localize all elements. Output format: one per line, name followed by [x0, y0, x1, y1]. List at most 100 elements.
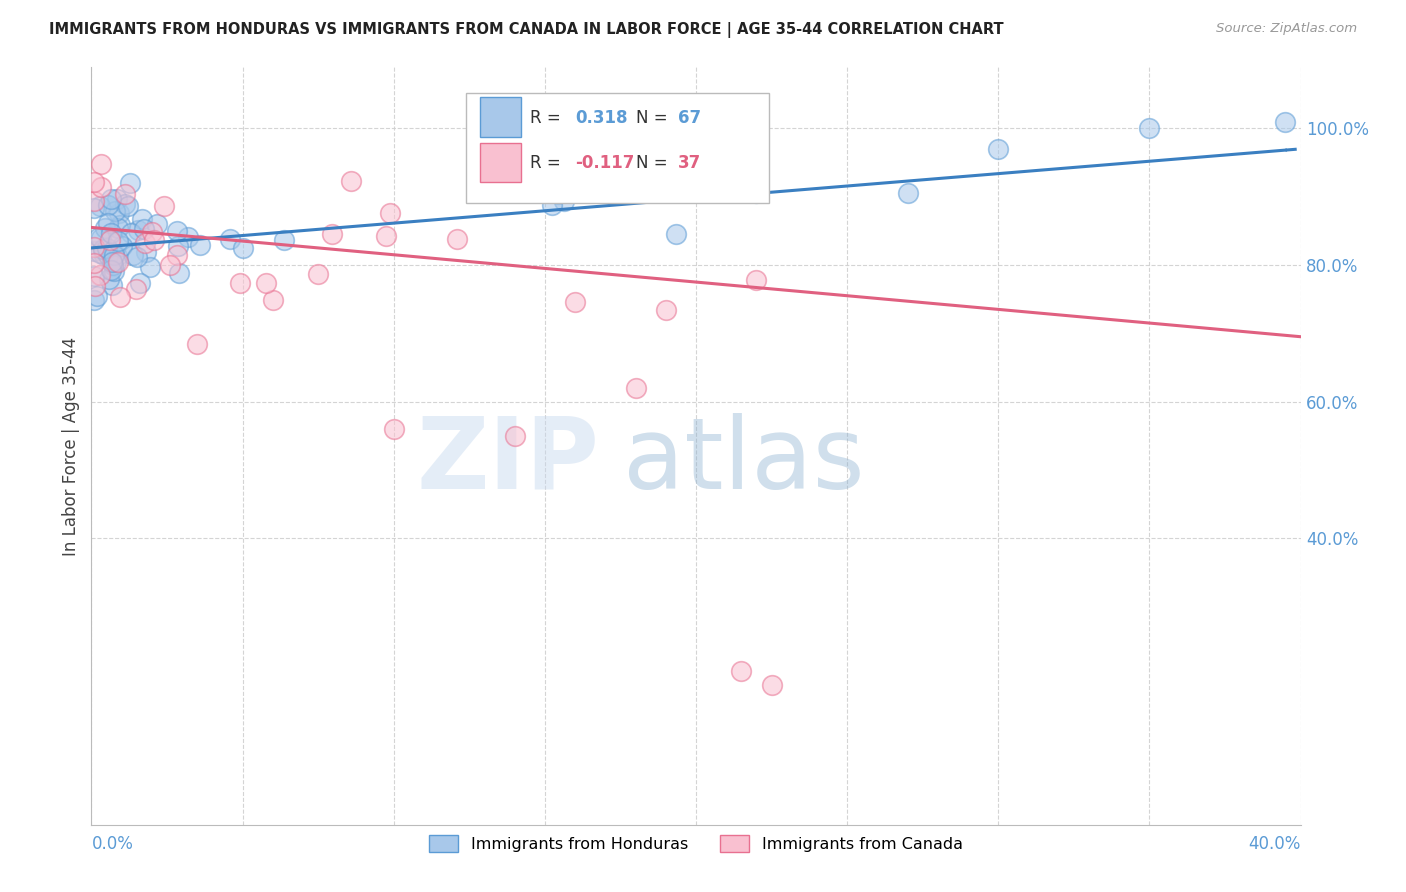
Point [101, 278, 124, 293]
Point [547, 187, 569, 202]
Point [153, 198, 176, 212]
Point [1139, 121, 1161, 136]
Point [90, 231, 112, 245]
Point [897, 186, 920, 200]
Point [98, 233, 121, 247]
Text: 37: 37 [678, 154, 702, 172]
Point [100, 226, 122, 240]
Point [166, 224, 188, 238]
Point [103, 258, 125, 272]
Y-axis label: In Labor Force | Age 35-44: In Labor Force | Age 35-44 [62, 336, 80, 556]
Point [654, 303, 676, 318]
Point [117, 199, 139, 213]
Point [90, 157, 112, 171]
Point [321, 227, 343, 241]
Point [97, 272, 120, 286]
Point [127, 223, 149, 237]
Point [142, 233, 165, 247]
Point [100, 193, 122, 207]
Point [110, 219, 132, 233]
Point [83, 293, 105, 307]
Point [374, 229, 396, 244]
Text: R =: R = [530, 109, 561, 127]
Point [129, 277, 152, 291]
Point [97, 216, 120, 230]
Point [91, 242, 114, 256]
Point [541, 198, 564, 212]
FancyBboxPatch shape [479, 143, 520, 182]
Point [232, 241, 254, 255]
Point [97, 198, 120, 212]
Point [186, 336, 208, 351]
Text: ZIP: ZIP [416, 413, 599, 509]
Point [107, 220, 129, 235]
Point [167, 266, 190, 280]
Point [89, 268, 111, 282]
Point [105, 249, 128, 263]
Point [94, 221, 117, 235]
Text: 0.0%: 0.0% [91, 835, 134, 854]
Point [159, 259, 181, 273]
Point [987, 142, 1010, 156]
Point [166, 248, 188, 262]
Point [167, 239, 190, 253]
Point [83, 255, 105, 269]
Point [83, 202, 105, 216]
Point [273, 233, 295, 247]
Point [87, 229, 110, 244]
Point [90, 180, 112, 194]
Point [262, 293, 284, 307]
Point [108, 290, 131, 304]
Point [125, 282, 148, 296]
FancyBboxPatch shape [479, 97, 520, 136]
Text: -0.117: -0.117 [575, 154, 634, 172]
Point [134, 235, 156, 250]
Point [503, 429, 526, 443]
Point [91, 243, 114, 257]
Point [103, 248, 125, 262]
Point [665, 227, 688, 241]
Point [139, 260, 162, 275]
Point [134, 221, 156, 235]
Point [307, 267, 329, 281]
Point [624, 381, 647, 395]
Text: Source: ZipAtlas.com: Source: ZipAtlas.com [1216, 22, 1357, 36]
Text: N =: N = [636, 154, 666, 172]
Point [135, 244, 157, 259]
Point [114, 197, 136, 211]
Point [107, 254, 129, 268]
Point [104, 203, 127, 218]
Point [177, 230, 200, 244]
Point [380, 205, 402, 219]
Point [382, 422, 405, 436]
FancyBboxPatch shape [467, 94, 769, 203]
Text: R =: R = [530, 154, 561, 172]
Point [446, 231, 468, 245]
Point [83, 269, 105, 284]
Point [146, 217, 169, 231]
Point [97, 248, 120, 262]
Point [254, 277, 277, 291]
Point [564, 294, 586, 309]
Point [93, 248, 115, 262]
Point [103, 264, 125, 278]
Point [553, 194, 575, 208]
Point [107, 235, 129, 249]
Point [84, 279, 107, 293]
Point [89, 245, 111, 260]
Point [340, 174, 363, 188]
Point [470, 180, 492, 194]
Point [141, 226, 163, 240]
Point [100, 263, 122, 277]
Point [105, 193, 128, 207]
Point [103, 247, 125, 261]
Text: 40.0%: 40.0% [1249, 835, 1301, 854]
Point [111, 238, 134, 252]
Legend: Immigrants from Honduras, Immigrants from Canada: Immigrants from Honduras, Immigrants fro… [423, 829, 969, 859]
Text: atlas: atlas [623, 413, 865, 509]
Point [89, 199, 111, 213]
Point [745, 186, 768, 200]
Text: N =: N = [636, 109, 666, 127]
Text: 0.318: 0.318 [575, 109, 627, 127]
Text: IMMIGRANTS FROM HONDURAS VS IMMIGRANTS FROM CANADA IN LABOR FORCE | AGE 35-44 CO: IMMIGRANTS FROM HONDURAS VS IMMIGRANTS F… [49, 22, 1004, 38]
